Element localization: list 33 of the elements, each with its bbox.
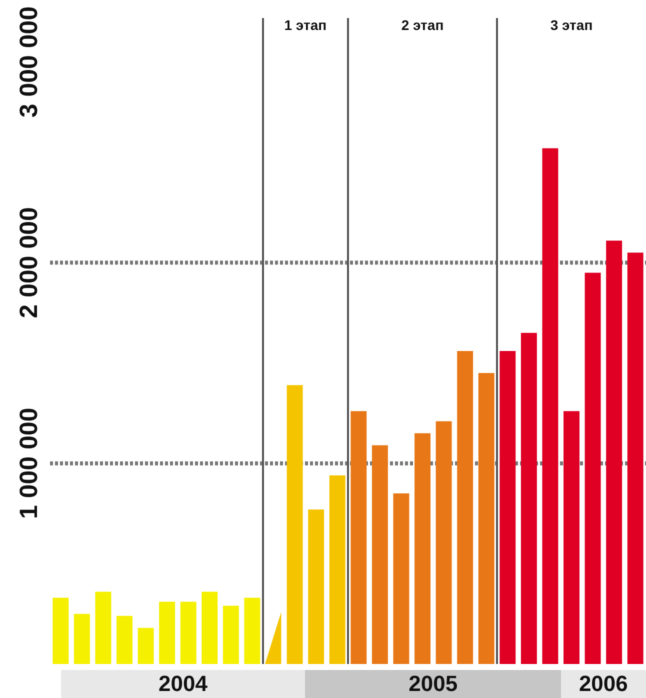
bar xyxy=(286,385,303,664)
bar xyxy=(74,614,90,664)
bar xyxy=(457,350,474,664)
bar xyxy=(478,373,494,664)
bar xyxy=(393,493,410,664)
bar xyxy=(436,421,452,664)
bar xyxy=(500,350,516,664)
text: 1 этап xyxy=(283,17,328,33)
bar xyxy=(138,628,154,664)
bar xyxy=(584,272,601,664)
bar xyxy=(564,411,580,664)
y-tick-label: 3 000 000 xyxy=(14,6,43,118)
bar xyxy=(542,148,558,664)
bar xyxy=(606,240,622,664)
bar xyxy=(52,598,69,664)
text: 2 этап xyxy=(400,17,445,33)
y-tick-label: 1 000 000 xyxy=(14,408,43,519)
text: 3 этап xyxy=(549,17,594,33)
bar xyxy=(372,445,388,664)
bar xyxy=(627,252,644,664)
bar xyxy=(520,332,537,664)
bar xyxy=(116,616,132,664)
bar xyxy=(95,592,112,664)
bar xyxy=(202,592,218,664)
bar xyxy=(350,411,367,664)
bar xyxy=(222,606,239,664)
bar xyxy=(329,475,346,664)
bar xyxy=(308,509,324,664)
bar xyxy=(159,602,176,664)
y-tick-label: 2 000 000 xyxy=(14,207,43,318)
bar xyxy=(180,602,196,664)
bar xyxy=(244,598,260,664)
bar xyxy=(414,433,430,664)
